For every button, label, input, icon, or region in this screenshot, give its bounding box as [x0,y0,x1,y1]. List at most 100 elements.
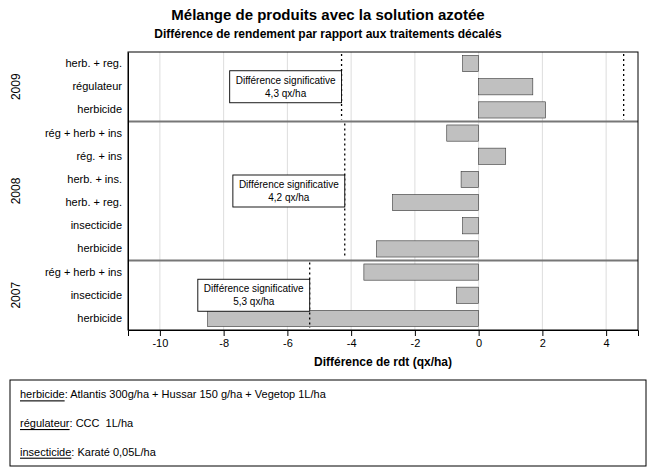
group-label: 2009 [9,73,23,100]
x-tick-mark [479,330,480,336]
group-separator [128,121,638,123]
footnote-term: régulateur [20,417,70,429]
y-tick: herb. + reg. [65,57,122,69]
x-tick: -4 [347,330,357,349]
bar [377,241,479,257]
grid-line [606,52,607,330]
y-tick-label: insecticide [71,289,122,301]
x-tick-mark [224,330,225,336]
x-tick: -2 [410,330,420,349]
grid-line [351,52,352,330]
bar [479,79,533,95]
annotations: Différence significative4,3 qx/haDiffére… [198,71,345,312]
x-tick-mark [160,330,161,336]
x-tick-mark [542,330,543,336]
y-tick-label: herbicide [77,242,122,254]
group-label: 2007 [9,282,23,309]
footnote: herbicide: Atlantis 300g/ha + Hussar 150… [20,388,327,400]
x-tick-label: -4 [347,337,357,349]
x-tick-label: 4 [604,337,610,349]
y-tick: herb. + ins. [67,173,122,185]
annotation-box [230,71,342,103]
annotation-line: Différence significative [204,283,304,294]
y-tick: insecticide [71,289,122,301]
y-tick: régulateur [72,80,122,92]
x-tick-mark [351,330,352,336]
footnote-term: herbicide [20,388,65,400]
footnote: régulateur: CCC 1L/ha [20,417,134,429]
x-tick-label: 2 [540,337,546,349]
x-tick: -10 [152,330,168,349]
footnote-text: : CCC 1L/ha [70,417,134,429]
x-tick-label: -2 [410,337,420,349]
title: Mélange de produits avec la solution azo… [171,6,484,23]
bar [364,264,479,280]
x-axis-title: Différence de rdt (qx/ha) [314,355,452,369]
bar [479,102,546,118]
y-tick-label: herb. + reg. [65,57,122,69]
x-tick-mark [415,330,416,336]
annotation-box [198,279,310,311]
y-tick-label: insecticide [71,219,122,231]
footnote-term: insecticide [20,446,71,458]
annotation-line: 4,2 qx/ha [268,192,310,203]
y-tick: herb. + reg. [65,196,122,208]
x-tick: -6 [283,330,293,349]
x-tick-label: -6 [283,337,293,349]
x-tick-label: -10 [152,337,168,349]
group-label: 2008 [9,177,23,204]
x-tick-mark [606,330,607,336]
annotation-text: Différence significative 4,2 qx/ha [239,179,339,203]
annotation-line: 4,3 qx/ha [265,88,307,99]
y-tick-label: rég + herb + ins [45,266,123,278]
bar [479,148,506,164]
y-tick: rég + herb + ins [45,127,123,139]
annotation: Différence significative 4,3 qx/ha [230,71,342,103]
bar [208,310,479,326]
y-tick-label: herbicide [77,103,122,115]
x-tick-mark [287,330,288,336]
x-axis: -10 -8 -6 -4 -2 0 2 4 [129,330,639,349]
y-tick-label: rég. + ins [76,150,122,162]
footnote-text: : Karaté 0,05L/ha [71,446,156,458]
annotation: Différence significative 5,3 qx/ha [198,279,310,311]
bar [447,125,479,141]
y-tick: herbicide [77,103,122,115]
annotation-line: Différence significative [236,75,336,86]
x-tick-label: 0 [476,337,482,349]
footnotes: herbicide: Atlantis 300g/ha + Hussar 150… [10,380,646,466]
annotation-box [233,175,345,207]
significance-line [623,54,624,120]
grid [160,52,606,330]
footnote: insecticide: Karaté 0,05L/ha [20,446,157,458]
plot-frame [128,52,638,330]
bar [463,218,479,234]
bar [461,171,479,187]
subtitle: Différence de rendement par rapport aux … [154,27,502,41]
y-tick: herbicide [77,312,122,324]
y-tick-label: régulateur [72,80,122,92]
grid-line [414,52,415,330]
grid-line [542,52,543,330]
x-tick: 4 [604,330,610,349]
x-tick: -8 [219,330,229,349]
annotation: Différence significative 4,2 qx/ha [233,175,345,207]
y-axis: herb. + reg. régulateur herbicide rég + her… [45,53,129,331]
annotation-line: 5,3 qx/ha [233,296,275,307]
x-tick: 0 [476,330,482,349]
x-tick-label: -8 [219,337,229,349]
y-tick: insecticide [71,219,122,231]
bar [456,287,478,303]
bar [393,194,479,210]
y-tick-label: rég + herb + ins [45,127,123,139]
x-tick: 2 [540,330,546,349]
y-tick: rég. + ins [76,150,122,162]
annotation-line: Différence significative [239,179,339,190]
grid-line [159,52,160,330]
footnote-text: : Atlantis 300g/ha + Hussar 150 g/ha + V… [65,388,327,400]
annotation-text: Différence significative 5,3 qx/ha [204,283,304,307]
y-axis-line [128,53,129,331]
y-tick-label: herb. + ins. [67,173,122,185]
y-tick: herbicide [77,242,122,254]
footnote-box [10,380,646,466]
